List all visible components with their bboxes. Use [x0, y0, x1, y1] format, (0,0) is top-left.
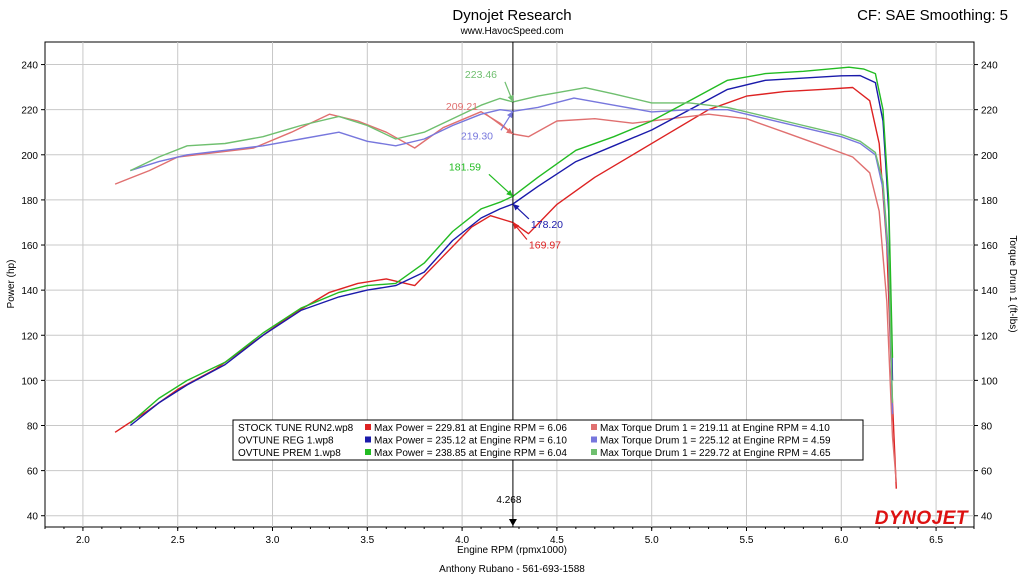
- y-left-tick-label: 100: [21, 376, 38, 387]
- x-tick-label: 5.0: [645, 535, 659, 546]
- y-left-tick-label: 220: [21, 106, 38, 117]
- legend-run-name: STOCK TUNE RUN2.wp8: [238, 423, 354, 434]
- dynojet-logo: DYNOJET: [875, 508, 969, 529]
- annotation-arrowhead: [506, 127, 513, 135]
- rpm-cursor-arrow: [508, 519, 517, 526]
- rpm-cursor-label: 4.268: [496, 495, 521, 506]
- x-tick-label: 4.5: [550, 535, 564, 546]
- annotation-value: 219.30: [461, 130, 493, 142]
- annotation-arrowhead: [512, 222, 520, 230]
- legend-power-text: Max Power = 238.85 at Engine RPM = 6.04: [374, 448, 567, 459]
- legend-torque-text: Max Torque Drum 1 = 225.12 at Engine RPM…: [600, 436, 831, 447]
- x-tick-label: 2.5: [171, 535, 185, 546]
- x-axis-ticks: 2.0 2.5 3.0 3.5 4.0 4.5 5.0 5.5 6.0 6.5: [44, 527, 975, 546]
- annotation-value: 178.20: [531, 219, 563, 231]
- y-right-tick-label: 120: [981, 331, 998, 342]
- series-line-ovtune-reg-1-power: [129, 74, 894, 427]
- y-left-tick-label: 40: [27, 512, 39, 523]
- series-line-ovtune-prem-1-power: [129, 66, 894, 424]
- annotation-value: 169.97: [529, 240, 561, 252]
- y-right-tick-label: 160: [981, 241, 998, 252]
- y-axis-left-ticks: 40 60 80 100 120 140 160 180 200 220 240: [21, 61, 45, 523]
- y-right-tick-label: 80: [981, 421, 993, 432]
- x-axis-label: Engine RPM (rpmx1000): [457, 545, 567, 556]
- x-tick-label: 2.0: [76, 535, 90, 546]
- legend: STOCK TUNE RUN2.wp8 Max Power = 229.81 at…: [232, 419, 864, 461]
- legend-torque-swatch: [591, 449, 597, 455]
- y-right-tick-label: 240: [981, 61, 998, 72]
- legend-run-name: OVTUNE PREM 1.wp8: [238, 448, 341, 459]
- y-left-tick-label: 240: [21, 61, 38, 72]
- legend-power-text: Max Power = 229.81 at Engine RPM = 6.06: [374, 423, 567, 434]
- annotations: 223.46 209.21 219.30 181.59 178.20 169.97: [446, 69, 563, 252]
- cf-smoothing-label: CF: SAE Smoothing: 5: [857, 7, 1008, 24]
- y-right-tick-label: 200: [981, 151, 998, 162]
- y-left-tick-label: 60: [27, 467, 39, 478]
- x-tick-label: 3.0: [266, 535, 280, 546]
- annotation-value: 209.21: [446, 101, 478, 113]
- y-right-tick-label: 100: [981, 376, 998, 387]
- legend-power-text: Max Power = 235.12 at Engine RPM = 6.10: [374, 436, 567, 447]
- y-axis-left-label: Power (hp): [6, 260, 17, 309]
- annotation-arrowhead: [507, 94, 514, 102]
- y-right-tick-label: 60: [981, 467, 993, 478]
- y-left-tick-label: 200: [21, 151, 38, 162]
- legend-box: [232, 419, 864, 461]
- legend-run-name: OVTUNE REG 1.wp8: [238, 436, 334, 447]
- annotation-value: 181.59: [449, 161, 481, 173]
- legend-power-swatch: [365, 424, 371, 430]
- legend-power-swatch: [365, 449, 371, 455]
- legend-torque-text: Max Torque Drum 1 = 229.72 at Engine RPM…: [600, 448, 831, 459]
- y-right-tick-label: 40: [981, 512, 993, 523]
- chart-title: Dynojet Research: [452, 7, 571, 24]
- x-tick-label: 4.0: [455, 535, 469, 546]
- x-tick-label: 5.5: [740, 535, 754, 546]
- y-left-tick-label: 160: [21, 241, 38, 252]
- annotation-value: 223.46: [465, 69, 497, 81]
- y-left-tick-label: 80: [27, 421, 39, 432]
- y-right-tick-label: 220: [981, 106, 998, 117]
- dynojet-logo-text: DYNOJET: [875, 508, 969, 529]
- series-layer: [114, 66, 897, 489]
- legend-torque-text: Max Torque Drum 1 = 219.11 at Engine RPM…: [600, 423, 830, 434]
- legend-torque-swatch: [591, 436, 597, 443]
- y-right-tick-label: 140: [981, 286, 998, 297]
- annotation-arrowhead: [506, 111, 513, 119]
- series-line-stock-tune-run2-power: [114, 86, 897, 489]
- x-tick-label: 6.0: [834, 535, 848, 546]
- y-axis-right-label: Torque Drum 1 (ft-lbs): [1007, 235, 1018, 332]
- annotation-arrowhead: [512, 203, 520, 211]
- y-left-tick-label: 180: [21, 196, 38, 207]
- y-left-tick-label: 120: [21, 331, 38, 342]
- y-left-tick-label: 140: [21, 286, 38, 297]
- y-right-tick-label: 180: [981, 196, 998, 207]
- y-axis-right-ticks: 40 60 80 100 120 140 160 180 200 220 240: [974, 61, 998, 523]
- x-tick-label: 3.5: [360, 535, 374, 546]
- footer-operator: Anthony Rubano - 561-693-1588: [439, 564, 585, 575]
- legend-power-swatch: [365, 436, 371, 443]
- legend-torque-swatch: [591, 424, 597, 430]
- series-line-ovtune-prem-1-torque: [129, 86, 894, 403]
- series-line-ovtune-reg-1-torque: [130, 97, 894, 415]
- x-tick-label: 6.5: [929, 535, 943, 546]
- annotation-arrowhead: [506, 189, 513, 197]
- series-line-stock-tune-run2-torque: [114, 110, 897, 482]
- chart-subtitle: www.HavocSpeed.com: [460, 26, 564, 37]
